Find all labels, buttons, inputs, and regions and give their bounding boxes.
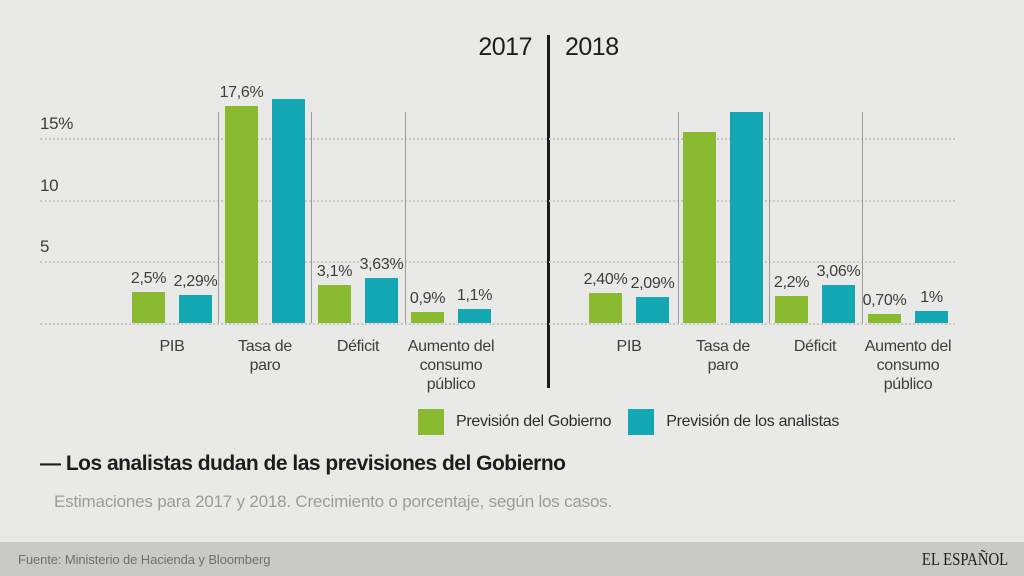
bar-analistas-d-ficit-2018 [822, 285, 855, 323]
category-label-2018-1: Tasa de paro [696, 338, 750, 374]
bar-gobierno-pib-2017 [132, 292, 165, 323]
bar-gobierno-aumento-del-2018 [868, 314, 901, 323]
y-tick-label-10: 10 [40, 175, 59, 195]
bar-value-label-gobierno-aumento-del-2018: 0,70% [862, 292, 907, 309]
legend-label-analistas: Previsión de los analistas [666, 413, 840, 430]
bar-value-label-gobierno-tasa-de-2017: 17,6% [219, 84, 264, 101]
bar-value-label-gobierno-pib-2018: 2,40% [583, 271, 628, 288]
panel-year-2017: 2017 [478, 33, 532, 61]
legend-item-gobierno: Previsión del Gobierno [418, 409, 612, 435]
baseline-gridline [40, 323, 955, 325]
category-label-2017-2: Déficit [336, 338, 380, 355]
y-tick-label-15: 15% [40, 114, 74, 134]
category-label-2018-2: Déficit [793, 338, 837, 355]
bar-analistas-aumento-del-2017 [458, 309, 491, 323]
bar-gobierno-tasa-de-2018 [683, 132, 716, 323]
gridline-10 [40, 199, 955, 202]
bar-value-label-gobierno-pib-2017: 2,5% [130, 270, 167, 287]
bar-gobierno-d-ficit-2017 [318, 285, 351, 323]
category-separator-2018-0 [678, 112, 679, 323]
category-separator-2018-2 [862, 112, 863, 323]
bar-gobierno-d-ficit-2018 [775, 296, 808, 323]
gridline-5 [40, 261, 955, 264]
bar-value-label-analistas-d-ficit-2018: 3,06% [816, 263, 861, 280]
legend-label-gobierno: Previsión del Gobierno [456, 413, 612, 430]
category-label-2018-0: PIB [616, 338, 642, 355]
bar-gobierno-pib-2018 [589, 293, 622, 323]
bar-value-label-analistas-aumento-del-2018: 1% [920, 289, 943, 306]
y-tick-label-5: 5 [40, 237, 50, 257]
bar-value-label-gobierno-aumento-del-2017: 0,9% [409, 290, 446, 307]
footer-bar: Fuente: Ministerio de Hacienda y Bloombe… [0, 542, 1024, 576]
bar-analistas-tasa-de-2018 [730, 112, 763, 323]
legend-item-analistas: Previsión de los analistas [628, 409, 839, 435]
bar-analistas-pib-2017 [179, 295, 212, 323]
bar-analistas-tasa-de-2017 [272, 99, 305, 323]
panel-divider-line [547, 35, 550, 388]
bar-value-label-analistas-pib-2018: 2,09% [630, 275, 675, 292]
bar-value-label-gobierno-d-ficit-2017: 3,1% [316, 263, 353, 280]
legend-swatch-analistas [628, 409, 655, 435]
category-label-2017-0: PIB [159, 338, 185, 355]
chart-subtitle: Estimaciones para 2017 y 2018. Crecimien… [54, 492, 613, 511]
bar-value-label-analistas-aumento-del-2017: 1,1% [456, 287, 493, 304]
bar-analistas-pib-2018 [636, 297, 669, 323]
panel-year-2018: 2018 [565, 33, 619, 61]
category-label-2018-3: Aumento del consumo público [864, 338, 952, 393]
legend: Previsión del Gobierno Previsión de los a… [418, 409, 839, 435]
category-separator-2017-1 [311, 112, 312, 323]
legend-swatch-gobierno [418, 409, 444, 435]
category-separator-2017-0 [218, 112, 219, 323]
chart-title: — Los analistas dudan de las previsiones… [40, 452, 566, 475]
category-separator-2018-1 [769, 112, 770, 323]
bar-gobierno-tasa-de-2017 [225, 106, 258, 323]
bar-analistas-d-ficit-2017 [365, 278, 398, 323]
bar-value-label-gobierno-d-ficit-2018: 2,2% [773, 274, 810, 291]
source-credit: Fuente: Ministerio de Hacienda y Bloombe… [18, 551, 271, 567]
bar-value-label-analistas-pib-2017: 2,29% [173, 273, 218, 290]
bar-gobierno-aumento-del-2017 [411, 312, 444, 323]
category-separator-2017-2 [405, 112, 406, 323]
category-label-2017-1: Tasa de paro [238, 338, 292, 374]
gridline-15 [40, 138, 955, 141]
bar-value-label-analistas-d-ficit-2017: 3,63% [359, 256, 404, 273]
el-espanol-logo: EL ESPAÑOL [921, 548, 1008, 569]
bar-analistas-aumento-del-2018 [915, 311, 948, 323]
category-label-2017-3: Aumento del consumo público [407, 338, 495, 393]
